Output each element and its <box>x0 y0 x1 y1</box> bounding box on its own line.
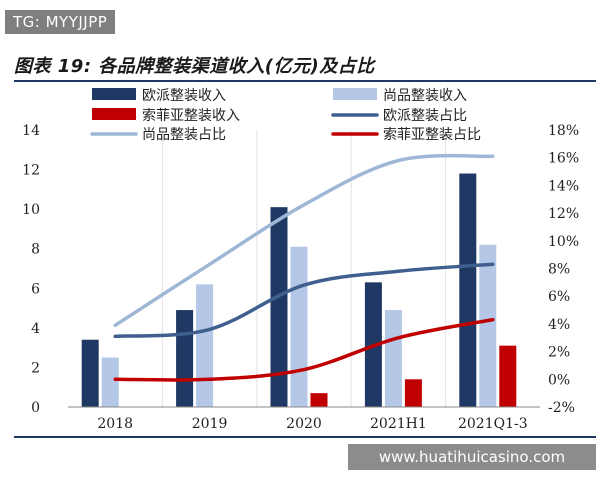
x-tick-label: 2019 <box>192 416 228 432</box>
y-right-tick-label: 14% <box>548 178 579 194</box>
x-tick-label: 2021H1 <box>370 416 427 432</box>
x-tick-label: 2021Q1-3 <box>458 416 528 432</box>
legend-label: 尚品整装收入 <box>383 88 467 104</box>
legend-swatch <box>333 88 377 100</box>
y-right-tick-label: -2% <box>548 400 575 416</box>
y-left-tick-label: 4 <box>31 321 40 337</box>
bar <box>459 173 477 407</box>
legend-label: 欧派整装收入 <box>142 88 226 104</box>
y-right-tick-label: 18% <box>548 123 579 139</box>
legend-label: 索菲亚整装收入 <box>142 107 240 124</box>
y-left-tick-label: 14 <box>22 123 40 139</box>
y-right-tick-label: 2% <box>548 345 570 361</box>
watermark-bottom: www.huatihuicasino.com <box>348 444 596 470</box>
bar <box>101 357 119 407</box>
y-right-tick-label: 6% <box>548 289 570 305</box>
y-left-tick-label: 6 <box>31 281 40 297</box>
y-left-tick-label: 12 <box>22 163 40 179</box>
y-left-tick-label: 8 <box>31 242 40 258</box>
share-line <box>113 317 495 382</box>
share-line <box>113 153 495 328</box>
bar <box>270 207 288 407</box>
title-rule <box>14 80 596 82</box>
y-right-tick-label: 16% <box>548 151 579 167</box>
x-tick-label: 2020 <box>286 416 322 432</box>
bar <box>384 310 402 407</box>
legend-label: 欧派整装占比 <box>383 108 467 124</box>
share-line <box>113 262 495 339</box>
y-right-tick-label: 12% <box>548 206 579 222</box>
y-left-tick-label: 2 <box>31 360 40 376</box>
bar <box>479 244 497 407</box>
legend-swatch <box>92 88 136 100</box>
y-left-tick-label: 0 <box>31 400 40 416</box>
y-right-tick-label: 8% <box>548 262 570 278</box>
bar <box>81 339 99 407</box>
bar <box>196 284 214 407</box>
bar <box>310 393 328 407</box>
figure-title: 图表 19: 各品牌整装渠道收入(亿元)及占比 <box>14 56 375 77</box>
legend-swatch <box>92 108 136 120</box>
bar <box>176 310 194 407</box>
y-right-tick-label: 4% <box>548 317 570 333</box>
bar <box>404 379 422 407</box>
legend-label: 索菲亚整装占比 <box>383 126 481 143</box>
watermark-top: TG: MYYJJPP <box>5 10 116 34</box>
legend-label: 尚品整装占比 <box>142 127 226 143</box>
bottom-rule <box>14 436 596 438</box>
bar <box>499 345 517 407</box>
y-left-tick-label: 10 <box>22 202 40 218</box>
x-tick-label: 2018 <box>97 416 133 432</box>
y-right-tick-label: 0% <box>548 372 570 388</box>
bar <box>290 246 308 407</box>
y-right-tick-label: 10% <box>548 234 579 250</box>
